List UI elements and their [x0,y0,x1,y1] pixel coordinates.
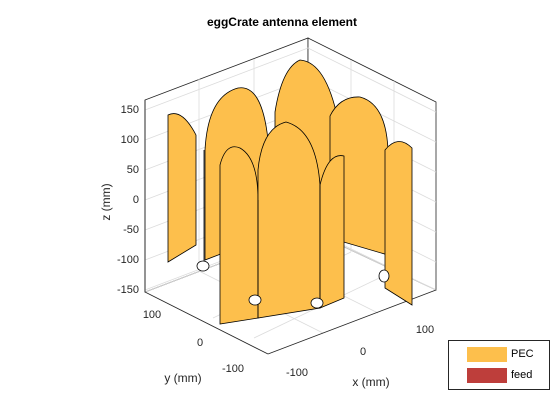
legend-item-pec: PEC [467,346,547,364]
legend-label: feed [511,369,533,381]
z-tick-label: -100 [117,254,139,266]
x-tick-label: 100 [416,324,434,336]
y-tick-label: 100 [143,309,161,321]
x-ticks: -100 0 100 [286,324,434,379]
legend-swatch-feed [467,368,507,383]
x-tick-label: 0 [360,346,366,358]
legend: PEC feed [448,340,550,390]
z-axis-label: z (mm) [99,183,113,220]
z-tick-label: 50 [127,164,139,176]
plot-title: eggCrate antenna element [207,15,357,29]
z-tick-label: 0 [133,194,139,206]
feed-gap [248,294,262,306]
pec-panel [167,113,197,263]
legend-label: PEC [511,348,534,360]
x-axis-label: x (mm) [352,375,389,389]
z-tick-label: 100 [121,134,139,146]
x-tick-label: -100 [286,367,308,379]
pec-panel [384,141,413,306]
pec-panel [319,155,345,309]
feed-gap [310,297,324,309]
z-ticks: 150 100 50 0 -50 -100 -150 [117,104,139,296]
feed-gap [196,260,210,272]
y-ticks: 100 0 -100 [143,309,244,375]
feed-gap [378,269,390,283]
pec-panel [257,121,321,319]
y-tick-label: 0 [197,337,203,349]
y-axis-label: y (mm) [164,371,201,385]
z-tick-label: -50 [123,224,139,236]
legend-swatch-pec [467,347,507,362]
z-tick-label: -150 [117,284,139,296]
legend-item-feed: feed [467,367,547,385]
z-tick-label: 150 [121,104,139,116]
y-tick-label: -100 [222,363,244,375]
eggcrate-element [167,59,413,325]
